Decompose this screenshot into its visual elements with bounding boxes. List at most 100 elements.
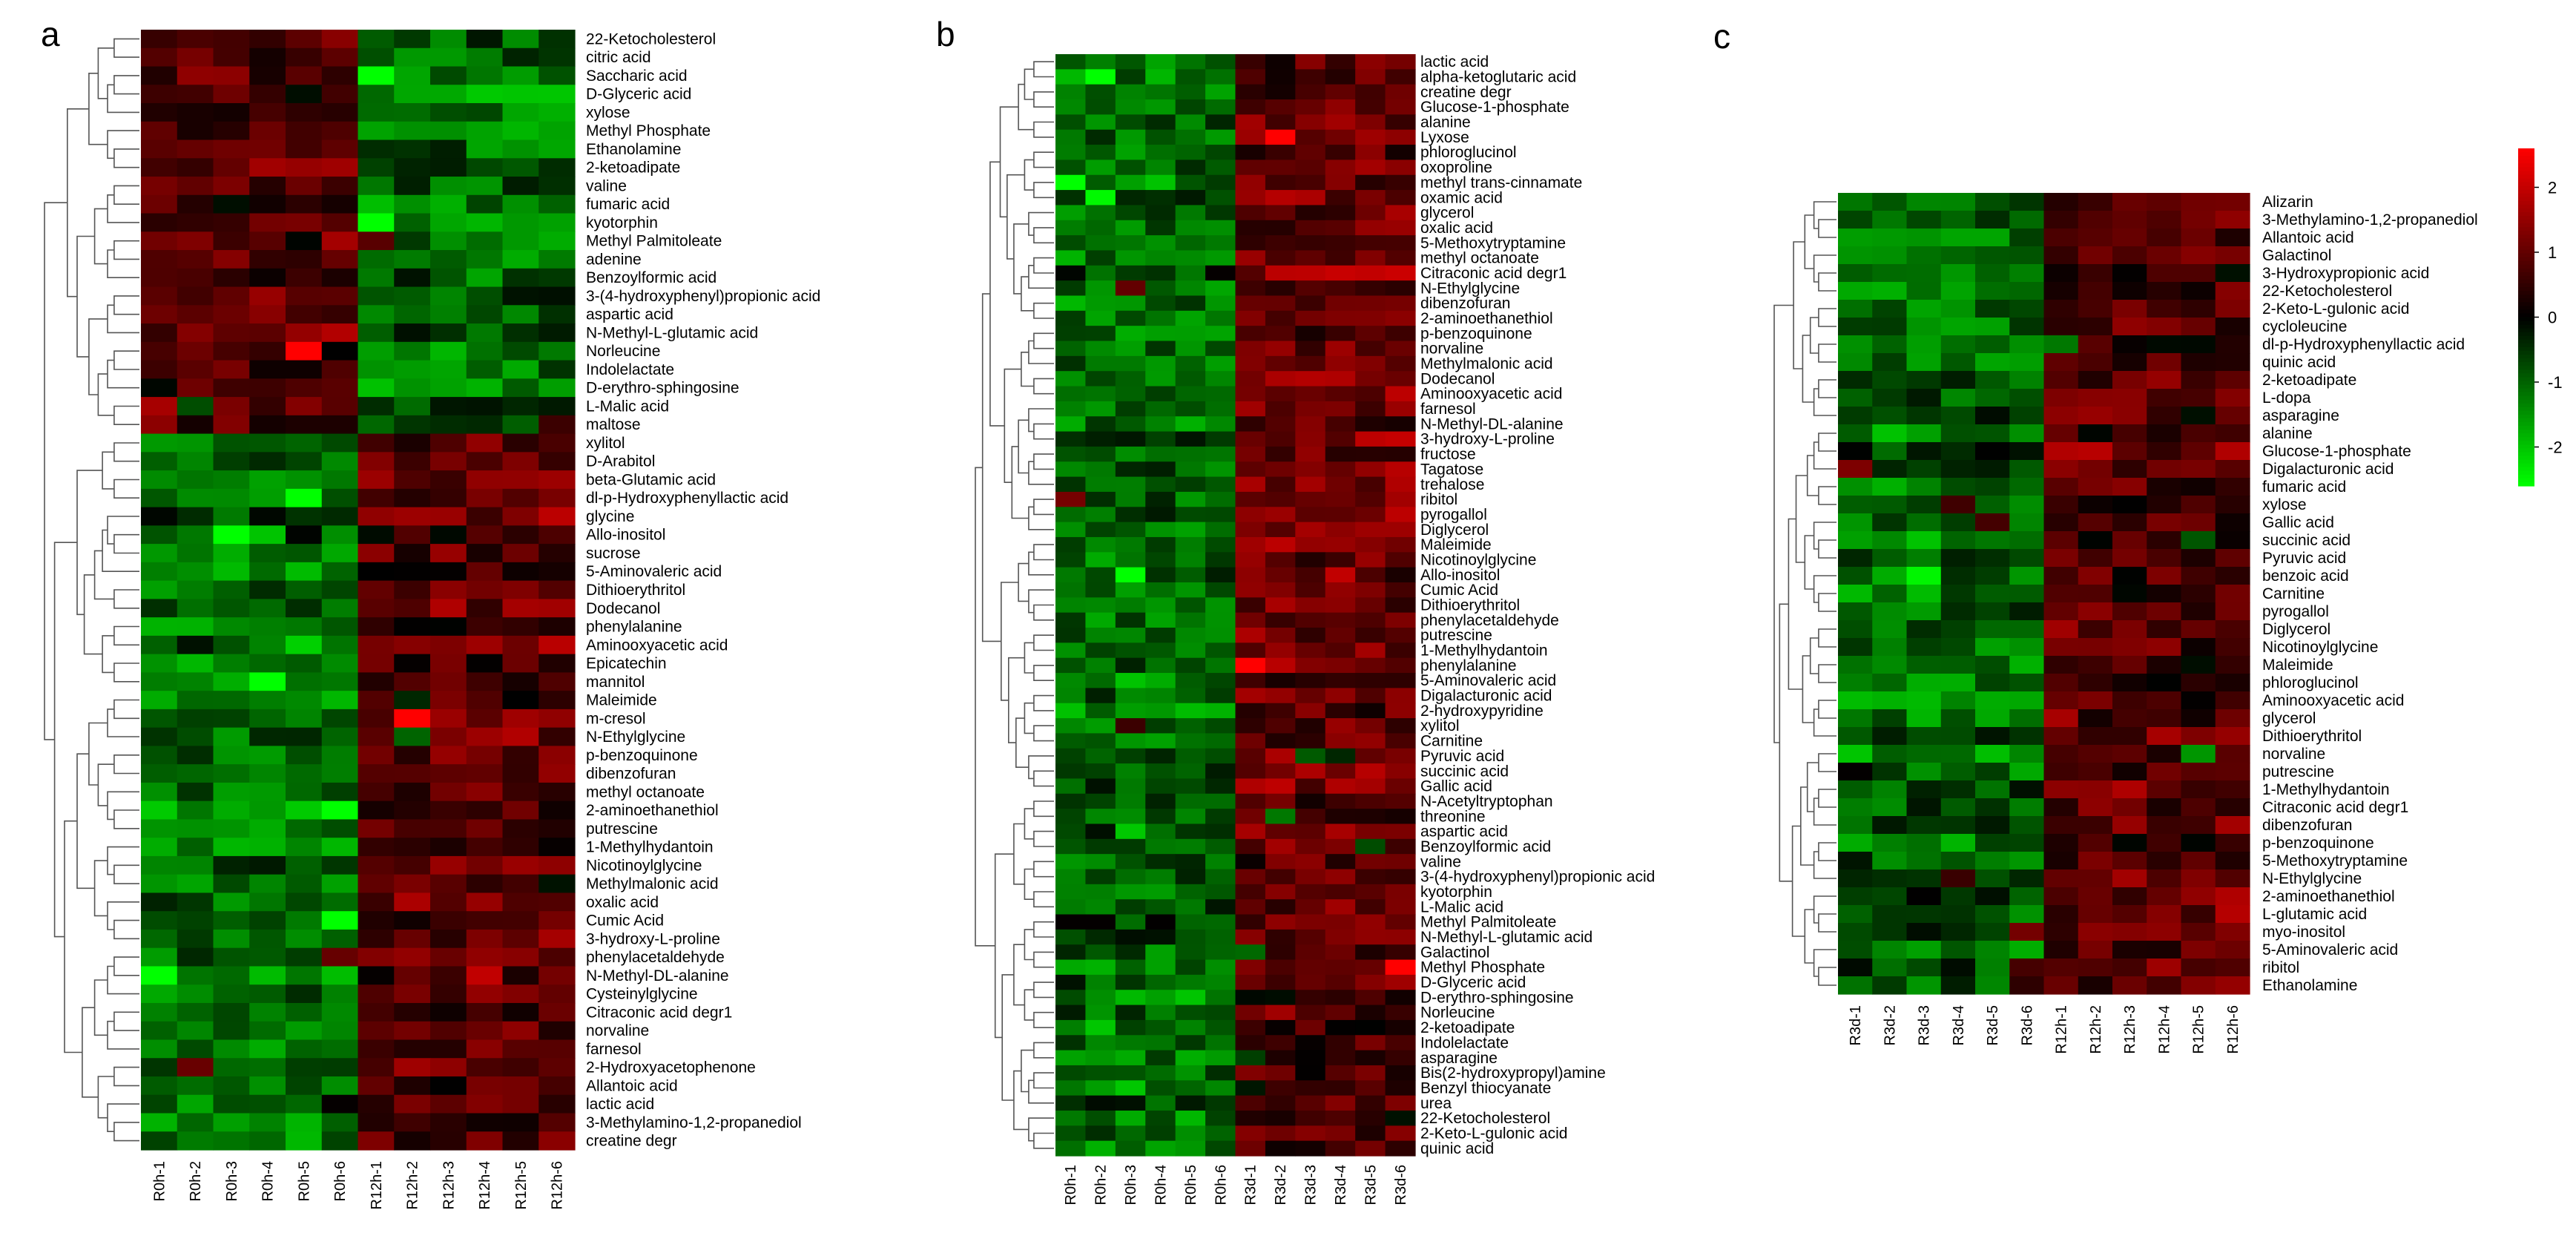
heatmap-cell <box>1205 959 1236 976</box>
heatmap-cell <box>1175 310 1206 326</box>
heatmap-cell <box>1385 869 1416 885</box>
heatmap-cell <box>1940 745 1976 763</box>
heatmap-cell <box>394 1113 431 1132</box>
heatmap-cell <box>1175 1035 1206 1051</box>
heatmap-cell <box>1872 318 1908 336</box>
heatmap-cell <box>1975 460 2010 479</box>
heatmap-cell <box>2147 478 2182 496</box>
heatmap-cell <box>1115 657 1146 674</box>
heatmap-cell <box>1295 54 1326 70</box>
heatmap-cell <box>394 470 431 490</box>
heatmap-cell <box>213 85 250 104</box>
heatmap-cell <box>2009 941 2045 959</box>
color-bar-segment <box>2518 272 2534 277</box>
heatmap-cell <box>2078 478 2113 496</box>
heatmap-cell <box>1055 145 1087 160</box>
heatmap-cell <box>1265 1035 1296 1051</box>
heatmap-cell <box>2181 460 2216 479</box>
heatmap-cell <box>213 691 250 710</box>
heatmap-cell <box>1385 642 1416 659</box>
row-label: benzoic acid <box>2262 568 2349 585</box>
heatmap-cell <box>1385 461 1416 478</box>
heatmap-cell <box>502 433 539 453</box>
heatmap-cell <box>177 121 214 141</box>
heatmap-cell <box>1145 476 1176 493</box>
heatmap-cell <box>394 764 431 783</box>
heatmap-cell <box>1265 54 1296 70</box>
heatmap-cell <box>213 838 250 857</box>
heatmap-cell <box>1145 250 1176 266</box>
heatmap-cell <box>141 654 178 673</box>
heatmap-cell <box>1085 522 1116 538</box>
heatmap-cell <box>213 746 250 765</box>
heatmap-cell <box>2215 335 2250 354</box>
heatmap-cell <box>141 544 178 563</box>
heatmap-cell <box>1906 905 1942 924</box>
heatmap-cell <box>2043 691 2079 710</box>
heatmap-cell <box>1385 838 1416 855</box>
heatmap-cell <box>213 231 250 251</box>
heatmap-cell <box>1175 1050 1206 1066</box>
heatmap-cell <box>286 874 323 894</box>
heatmap-cell <box>466 158 504 177</box>
heatmap-cell <box>394 838 431 857</box>
heatmap-cell <box>1355 778 1386 795</box>
heatmap-cell <box>430 892 467 912</box>
heatmap-cell <box>2078 887 2113 906</box>
row-label: myo-inositol <box>2262 924 2345 941</box>
heatmap-cell <box>177 617 214 637</box>
heatmap-cell <box>2043 407 2079 425</box>
heatmap-cell <box>1115 778 1146 795</box>
color-bar-segment <box>2518 343 2534 348</box>
heatmap-cell <box>2181 496 2216 514</box>
heatmap-cell <box>321 231 359 251</box>
heatmap-cell <box>177 415 214 435</box>
heatmap-cell <box>177 855 214 875</box>
heatmap-cell <box>2009 371 2045 389</box>
heatmap-cell <box>1325 145 1356 160</box>
heatmap-cell <box>1145 371 1176 387</box>
heatmap-cell <box>1145 838 1176 855</box>
heatmap-cell <box>1975 496 2010 514</box>
row-label: p-benzoquinone <box>2262 835 2374 852</box>
heatmap-cell <box>394 1094 431 1114</box>
heatmap-cell <box>1085 491 1116 507</box>
heatmap-cell <box>249 507 286 526</box>
row-label: L-Malic acid <box>586 398 669 415</box>
heatmap-cell <box>321 378 359 398</box>
heatmap-cell <box>2078 407 2113 425</box>
heatmap-cell <box>502 764 539 783</box>
row-label: p-benzoquinone <box>1420 325 1532 342</box>
heatmap-cell <box>321 984 359 1004</box>
heatmap-cell <box>1205 235 1236 251</box>
row-label: Lyxose <box>1420 129 1469 146</box>
heatmap-cell <box>321 415 359 435</box>
heatmap-cell <box>358 268 395 288</box>
heatmap-cell <box>2215 869 2250 888</box>
heatmap-cell <box>2215 638 2250 657</box>
heatmap-cell <box>1385 265 1416 281</box>
heatmap-cell <box>141 1113 178 1132</box>
heatmap-cell <box>2009 798 2045 817</box>
heatmap-cell <box>1205 688 1236 704</box>
heatmap-cell <box>2009 602 2045 621</box>
heatmap-cell <box>502 397 539 416</box>
heatmap-cell <box>249 488 286 508</box>
heatmap-cell <box>1906 478 1942 496</box>
heatmap-cell <box>1175 129 1206 145</box>
heatmap-cell <box>1295 567 1326 583</box>
heatmap-cell <box>1940 389 1976 407</box>
heatmap-cell <box>1145 1019 1176 1036</box>
heatmap-cell <box>1295 220 1326 236</box>
color-bar-segment <box>2518 242 2534 247</box>
heatmap-cell <box>1175 114 1206 131</box>
heatmap-cell <box>1295 341 1326 357</box>
heatmap-cell <box>1906 264 1942 283</box>
heatmap-cell <box>1385 1080 1416 1096</box>
heatmap-cell <box>1295 959 1326 976</box>
heatmap-cell <box>321 470 359 490</box>
heatmap-cell <box>1205 54 1236 70</box>
heatmap-cell <box>1055 990 1087 1006</box>
heatmap-cell <box>394 782 431 802</box>
heatmap-cell <box>1235 657 1266 674</box>
